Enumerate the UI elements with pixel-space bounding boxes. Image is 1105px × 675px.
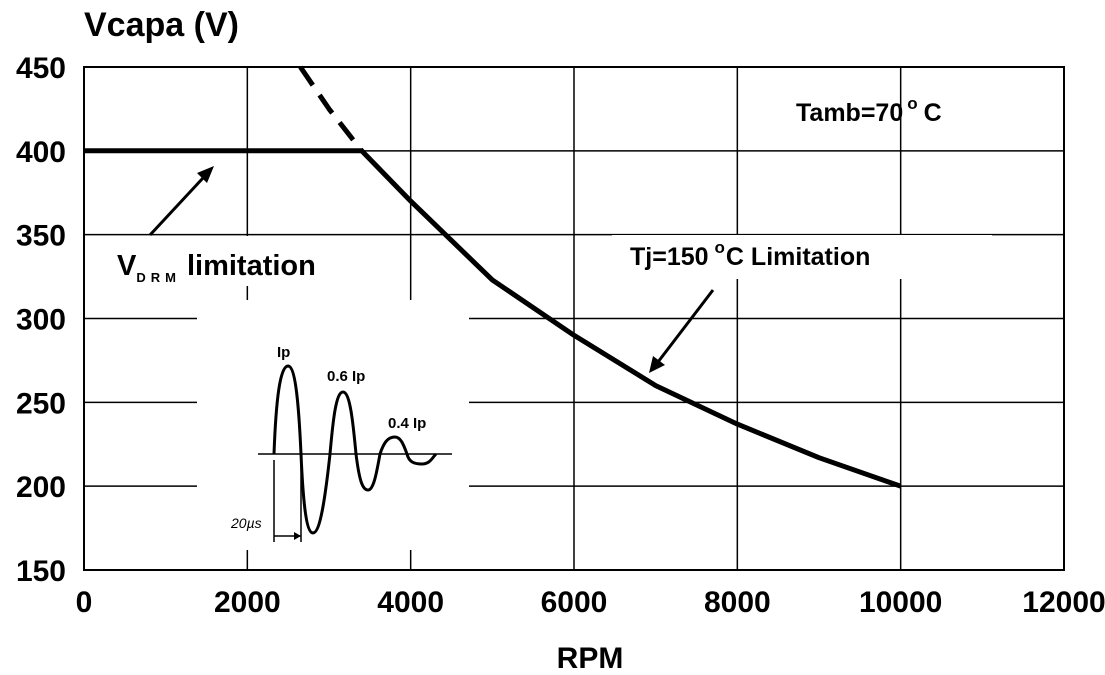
tamb-annotation: Tamb=70 o C bbox=[796, 94, 942, 127]
inset-time-unit: µs bbox=[247, 515, 262, 531]
y-axis-title: Vcapa (V) bbox=[84, 6, 239, 44]
y-tick-labels: 450 400 350 300 250 200 150 bbox=[16, 52, 66, 588]
x-tick-labels: 0 2000 4000 6000 8000 10000 12000 bbox=[76, 586, 1105, 619]
y-tick-label: 350 bbox=[16, 220, 66, 253]
inset-time-arrowhead bbox=[294, 532, 301, 540]
y-tick-label: 400 bbox=[16, 136, 66, 169]
x-tick-label: 0 bbox=[76, 586, 93, 619]
y-tick-label: 250 bbox=[16, 387, 66, 420]
vdrm-arrow-head bbox=[197, 166, 214, 183]
tamb-value: Tamb=70 bbox=[796, 99, 903, 127]
vdrm-label-mask bbox=[94, 236, 374, 286]
x-tick-label: 4000 bbox=[377, 586, 444, 619]
y-tick-label: 450 bbox=[16, 52, 66, 85]
inset-wave bbox=[272, 364, 438, 535]
tj-annotation: Tj=150 oC Limitation bbox=[630, 238, 870, 271]
vdrm-main: V bbox=[117, 250, 137, 282]
tj-label-mask bbox=[612, 235, 992, 279]
tamb-unit: C bbox=[924, 99, 942, 127]
inset-time-number: 20 bbox=[230, 515, 247, 531]
vdrm-annotation: VDRM limitation bbox=[117, 250, 316, 285]
tj-arrow-head bbox=[649, 356, 665, 373]
inset-peak2-label: 0.6 Ip bbox=[327, 368, 365, 385]
inset-time-label: 20µs bbox=[230, 515, 262, 531]
inset-waveform: Ip 0.6 Ip 0.4 Ip 20µs bbox=[230, 344, 452, 542]
inset-peak3-label: 0.4 Ip bbox=[388, 415, 426, 432]
inset-peak1-label: Ip bbox=[277, 344, 290, 361]
series-lines bbox=[84, 65, 902, 489]
y-tick-label: 300 bbox=[16, 304, 66, 337]
x-tick-label: 6000 bbox=[541, 586, 608, 619]
x-tick-label: 10000 bbox=[859, 586, 942, 619]
vdrm-subscript: DRM bbox=[136, 270, 181, 285]
y-tick-label: 150 bbox=[16, 555, 66, 588]
tamb-degree: o bbox=[907, 94, 917, 113]
vdrm-arrow-shaft bbox=[148, 176, 205, 237]
series-line-3 bbox=[359, 149, 902, 489]
tj-rest: C Limitation bbox=[726, 243, 870, 271]
plot-frame bbox=[83, 66, 1065, 571]
series-line-2 bbox=[298, 65, 364, 153]
vdrm-rest: limitation bbox=[187, 250, 316, 282]
x-tick-label: 8000 bbox=[704, 586, 771, 619]
y-tick-label: 200 bbox=[16, 471, 66, 504]
x-tick-label: 2000 bbox=[214, 586, 281, 619]
tj-arrow-shaft bbox=[656, 289, 715, 363]
tj-main: Tj=150 bbox=[630, 243, 709, 271]
tj-degree: o bbox=[715, 238, 725, 257]
x-tick-label: 12000 bbox=[1022, 586, 1105, 619]
x-axis-title: RPM bbox=[557, 642, 624, 675]
